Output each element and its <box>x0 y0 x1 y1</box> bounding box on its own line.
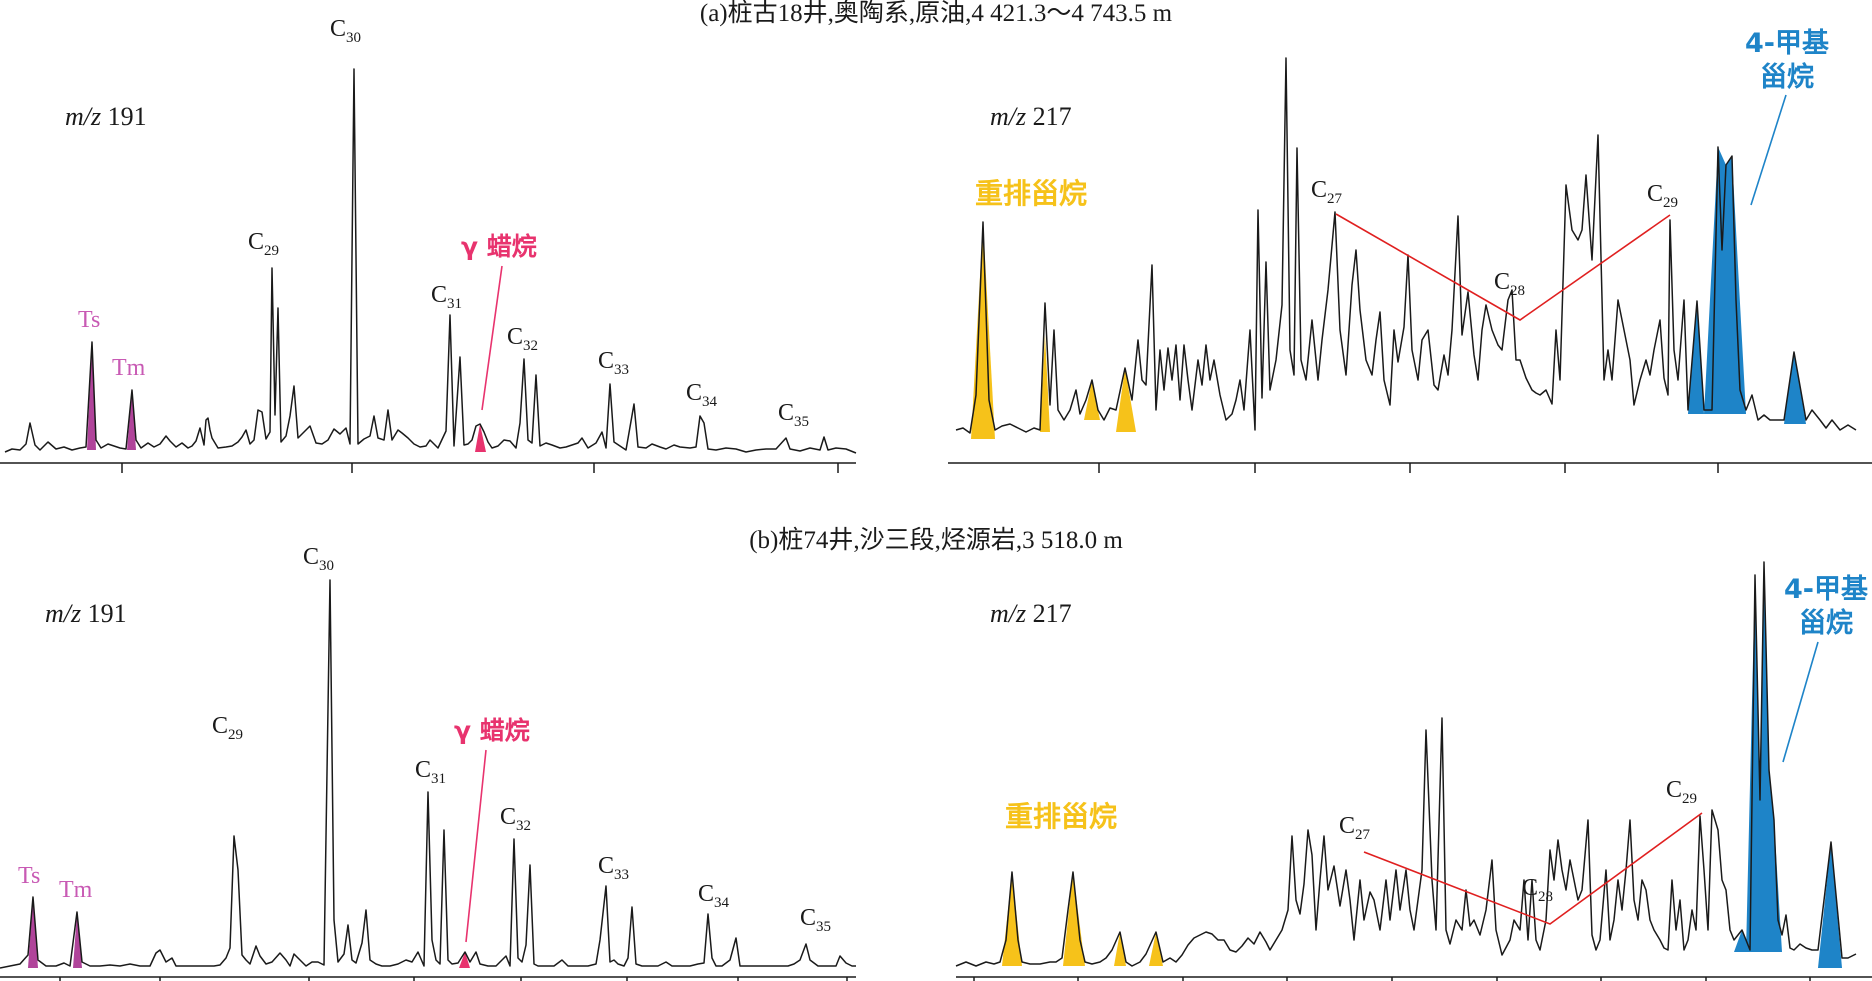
gammacerane-peak-b <box>459 952 470 968</box>
c28-label-a: C28 <box>1494 269 1525 299</box>
c34-label-b: C34 <box>698 881 730 911</box>
gammacerane-peak-a <box>475 424 486 452</box>
panel-b-right: m/z 217 重排甾烷 4-甲基 甾烷 C27 C28 C29 <box>955 561 1872 981</box>
c31-label-a: C31 <box>431 282 462 312</box>
methyl-leader-a <box>1750 94 1787 206</box>
rearranged-peak-b-3 <box>1114 932 1126 966</box>
c32-label-b: C32 <box>500 804 531 834</box>
ts-label-a: Ts <box>78 307 100 333</box>
panel-a-right: m/z 217 重排甾烷 4-甲基 甾烷 C27 C28 C29 <box>948 28 1872 473</box>
methyl-peak-b-2 <box>1746 562 1782 952</box>
methyl-leader-b <box>1782 641 1819 763</box>
methyl-label-b-2: 甾烷 <box>1799 607 1853 639</box>
methyl-peak-b-1 <box>1734 930 1750 952</box>
c33-label-a: C33 <box>598 348 629 378</box>
gamma-label-b: γ 蜡烷 <box>454 716 530 745</box>
title-a: (a)桩古18井,奥陶系,原油,4 421.3～4 743.5 m <box>700 0 1173 27</box>
gamma-label-a: γ 蜡烷 <box>461 232 537 261</box>
rearranged-peak-a-2 <box>1040 335 1050 432</box>
c34-label-a: C34 <box>686 380 718 410</box>
c35-label-a: C35 <box>778 400 809 430</box>
ion-label-a-right: m/z 217 <box>990 102 1072 131</box>
c29-label-b-right: C29 <box>1666 777 1697 807</box>
methyl-label-b-1: 4-甲基 <box>1784 574 1869 605</box>
trace-b-right <box>955 561 1857 967</box>
c32-label-a: C32 <box>507 324 538 354</box>
trend-line-a <box>1335 213 1671 321</box>
c28-label-b: C28 <box>1522 875 1553 905</box>
ion-label-b-right: m/z 217 <box>990 599 1072 628</box>
c33-label-b: C33 <box>598 853 629 883</box>
trend-line-b <box>1363 812 1703 925</box>
c29-label-a: C29 <box>248 229 279 259</box>
tm-label-b: Tm <box>59 877 93 903</box>
tm-label-a: Tm <box>112 355 146 381</box>
c27-label-a: C27 <box>1311 177 1343 207</box>
title-b: (b)桩74井,沙三段,烃源岩,3 518.0 m <box>749 526 1123 554</box>
methyl-peak-b-3 <box>1818 842 1842 968</box>
ts-peak-a <box>87 342 96 450</box>
trace-a-left <box>4 68 857 454</box>
c30-label-b: C30 <box>303 544 334 574</box>
c30-label-a: C30 <box>330 16 361 46</box>
ion-label-a-left: m/z 191 <box>65 102 147 131</box>
c31-label-b: C31 <box>415 757 446 787</box>
methyl-peak-a-1 <box>1688 301 1704 414</box>
methyl-peak-a-2 <box>1704 147 1746 414</box>
trace-a-right <box>955 57 1857 434</box>
rearranged-peak-b-1 <box>1002 872 1022 966</box>
rearranged-peak-a-3 <box>1084 380 1100 420</box>
ts-peak-b <box>28 897 38 968</box>
c29-label-a-right: C29 <box>1647 181 1678 211</box>
panel-a-left: m/z 191 Ts Tm γ 蜡烷 C30 C29 C31 C32 C33 C… <box>0 16 857 473</box>
tm-peak-a <box>127 390 136 450</box>
c27-label-b: C27 <box>1339 813 1371 843</box>
c35-label-b: C35 <box>800 905 831 935</box>
trace-b-left <box>0 579 856 969</box>
rearranged-peak-a-4 <box>1116 368 1136 432</box>
ts-label-b: Ts <box>18 863 40 889</box>
ion-label-b-left: m/z 191 <box>45 599 127 628</box>
panel-b-left: m/z 191 Ts Tm γ 蜡烷 C30 C29 C31 C32 C33 C… <box>0 544 856 981</box>
tm-peak-b <box>73 912 82 968</box>
rearranged-label-a: 重排甾烷 <box>975 177 1087 210</box>
c29-label-b: C29 <box>212 713 243 743</box>
methyl-label-a-2: 甾烷 <box>1760 61 1814 93</box>
rearranged-label-b: 重排甾烷 <box>1005 800 1117 833</box>
methyl-peak-a-3 <box>1784 352 1806 424</box>
rearranged-peak-b-2 <box>1063 872 1085 966</box>
gamma-leader-b <box>465 749 487 943</box>
rearranged-peak-b-4 <box>1149 932 1163 966</box>
methyl-label-a-1: 4-甲基 <box>1745 28 1830 59</box>
gamma-leader-a <box>481 265 503 411</box>
